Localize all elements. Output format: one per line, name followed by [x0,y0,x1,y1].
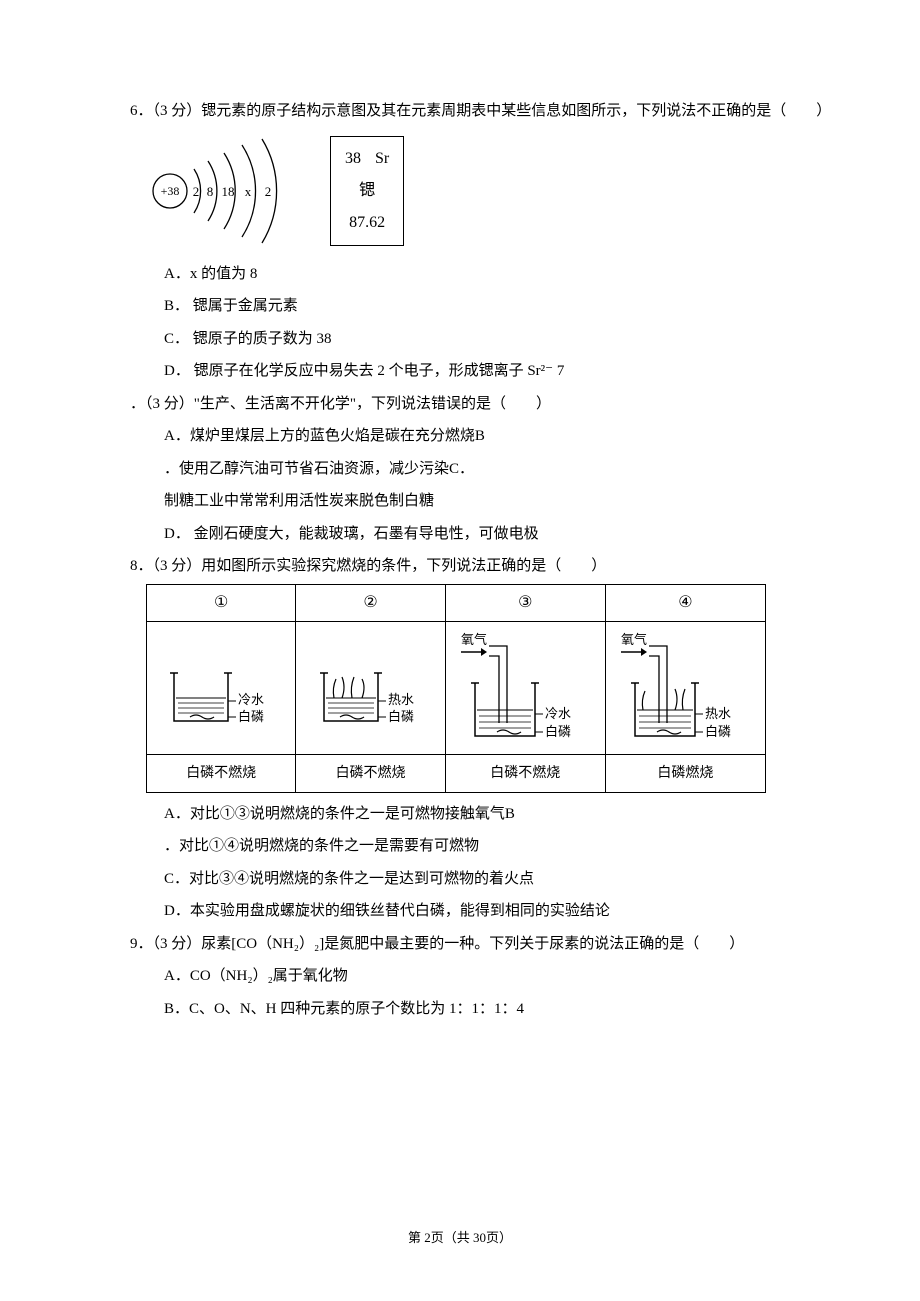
svg-text:热水: 热水 [388,692,414,707]
q9-options: A．CO（NH₂）₂属于氧化物 B．C、O、N、H 四种元素的原子个数比为 1：… [164,965,860,1020]
shell-5: 2 [265,184,272,199]
q6-options: A．x 的值为 8 B． 锶属于金属元素 C． 锶原子的质子数为 38 D． 锶… [164,263,860,383]
beaker-diagram-2: 热水 白磷 [306,643,436,733]
shell-2: 8 [207,184,214,199]
exp-result-1: 白磷不燃烧 [147,754,296,792]
svg-text:白磷: 白磷 [388,709,414,724]
q7-options: A．煤炉里煤层上方的蓝色火焰是碳在充分燃烧B ．使用乙醇汽油可节省石油资源，减少… [164,425,860,545]
question-7: ．（3 分）"生产、生活离不开化学"，下列说法错误的是（ ） A．煤炉里煤层上方… [130,393,860,546]
exp-header-1: ① [147,584,296,621]
nucleus-label: +38 [161,184,180,198]
q6-opt-a: A．x 的值为 8 [164,263,860,286]
svg-text:冷水: 冷水 [238,692,264,707]
experiment-table: ① ② ③ ④ 冷水 [146,584,766,793]
exp-fig-2: 热水 白磷 [296,621,445,754]
q9-opt-b: B．C、O、N、H 四种元素的原子个数比为 1：1：1：4 [164,998,860,1021]
exp-result-3: 白磷不燃烧 [445,754,605,792]
svg-text:白磷: 白磷 [238,709,264,724]
exp-header-2: ② [296,584,445,621]
exp-result-2: 白磷不燃烧 [296,754,445,792]
q6-text: 6．（3 分）锶元素的原子结构示意图及其在元素周期表中某些信息如图所示，下列说法… [130,100,860,123]
exp-fig-1: 冷水 白磷 [147,621,296,754]
element-mass: 87.62 [345,207,389,239]
beaker-diagram-1: 冷水 白磷 [156,643,286,733]
q6-figure: +38 2 8 18 x 2 38 Sr 锶 87.62 [150,131,860,251]
element-symbol: Sr [375,143,389,175]
svg-text:氧气: 氧气 [621,632,647,647]
q6-opt-b: B． 锶属于金属元素 [164,295,860,318]
q8-options: A．对比①③说明燃烧的条件之一是可燃物接触氧气B ．对比①④说明燃烧的条件之一是… [164,803,860,923]
shell-4: x [245,184,252,199]
q7-opt-d: D． 金刚石硬度大，能裁玻璃，石墨有导电性，可做电极 [164,523,860,546]
q8-opt-b: ．对比①④说明燃烧的条件之一是需要有可燃物 [164,835,860,858]
beaker-diagram-3: 氧气 冷水 白磷 [455,628,595,748]
q6-opt-d: D． 锶原子在化学反应中易失去 2 个电子，形成锶离子 Sr²⁻ 7 [164,360,860,383]
q8-opt-d: D．本实验用盘成螺旋状的细铁丝替代白磷，能得到相同的实验结论 [164,900,860,923]
svg-text:氧气: 氧气 [461,632,487,647]
exp-result-4: 白磷燃烧 [605,754,765,792]
element-number: 38 [345,143,361,175]
exp-header-3: ③ [445,584,605,621]
q6-opt-c: C． 锶原子的质子数为 38 [164,328,860,351]
q9-text: 9．（3 分）尿素[CO（NH₂）₂]是氮肥中最主要的一种。下列关于尿素的说法正… [130,933,860,956]
question-6: 6．（3 分）锶元素的原子结构示意图及其在元素周期表中某些信息如图所示，下列说法… [130,100,860,383]
q9-opt-a: A．CO（NH₂）₂属于氧化物 [164,965,860,988]
q7-text: ．（3 分）"生产、生活离不开化学"，下列说法错误的是（ ） [130,393,860,416]
page-footer: 第 2页（共 30页） [0,1228,920,1248]
q8-opt-c: C．对比③④说明燃烧的条件之一是达到可燃物的着火点 [164,868,860,891]
beaker-diagram-4: 氧气 热水 白 [615,628,755,748]
svg-text:热水: 热水 [705,706,731,721]
exp-fig-3: 氧气 冷水 白磷 [445,621,605,754]
exp-fig-4: 氧气 热水 白 [605,621,765,754]
element-info-box: 38 Sr 锶 87.62 [330,136,404,246]
q8-text: 8．（3 分）用如图所示实验探究燃烧的条件，下列说法正确的是（ ） [130,555,860,578]
shell-3: 18 [222,184,235,199]
q8-opt-a: A．对比①③说明燃烧的条件之一是可燃物接触氧气B [164,803,860,826]
atom-structure-diagram: +38 2 8 18 x 2 [150,131,310,251]
exp-header-4: ④ [605,584,765,621]
q7-opt-a: A．煤炉里煤层上方的蓝色火焰是碳在充分燃烧B [164,425,860,448]
svg-text:冷水: 冷水 [545,706,571,721]
element-name: 锶 [345,175,389,207]
question-9: 9．（3 分）尿素[CO（NH₂）₂]是氮肥中最主要的一种。下列关于尿素的说法正… [130,933,860,1021]
shell-1: 2 [193,184,200,199]
question-8: 8．（3 分）用如图所示实验探究燃烧的条件，下列说法正确的是（ ） ① ② ③ … [130,555,860,923]
svg-text:白磷: 白磷 [705,724,731,739]
q7-opt-b: ．使用乙醇汽油可节省石油资源，减少污染C． [164,458,860,481]
q7-opt-c: 制糖工业中常常利用活性炭来脱色制白糖 [164,490,860,513]
svg-text:白磷: 白磷 [545,724,571,739]
